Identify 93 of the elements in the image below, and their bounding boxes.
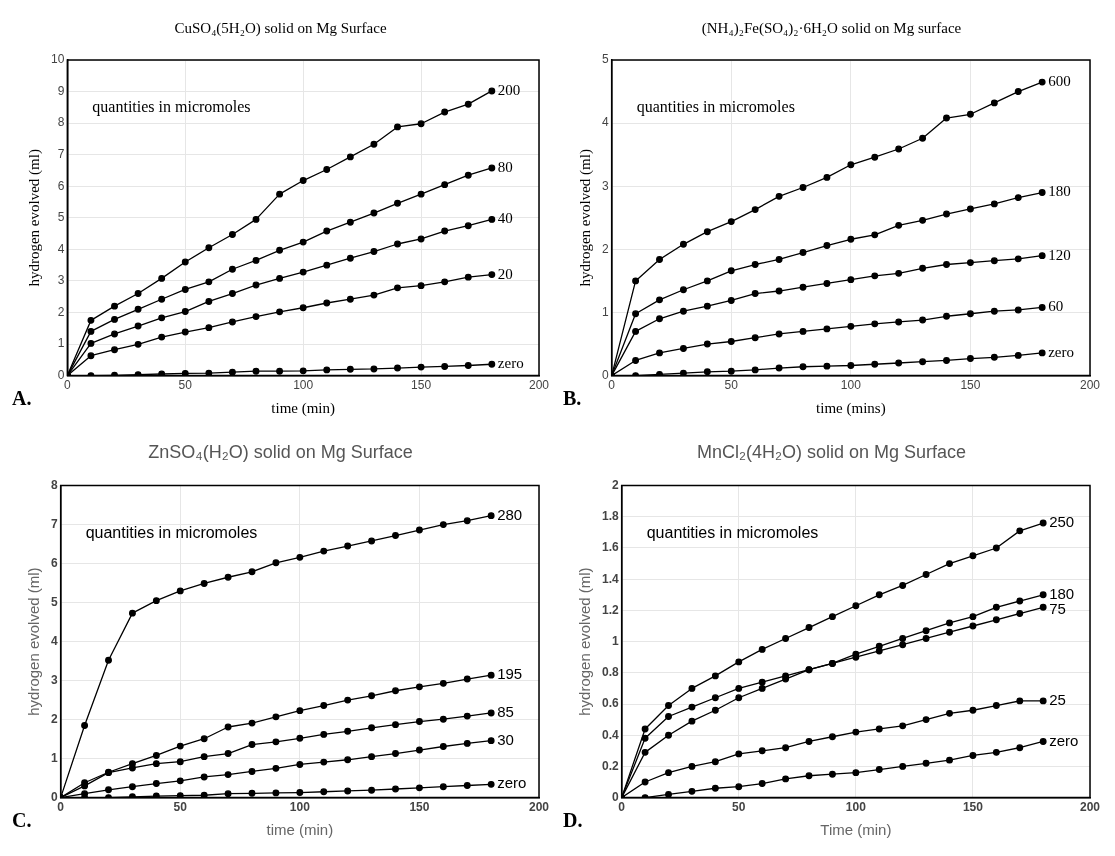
y-tick-label: 1.2 (601, 602, 619, 617)
x-tick-label: 200 (1079, 800, 1101, 815)
annotation: quantities in micromoles (85, 524, 258, 542)
y-tick-label: 5 (601, 52, 609, 67)
series-label: 120 (1048, 246, 1071, 263)
annotation: quantities in micromoles (92, 98, 251, 117)
text: B. (563, 386, 582, 409)
y-tick-label: 0 (611, 789, 619, 804)
y-tick-label: 6 (57, 178, 65, 193)
y-axis-title: hydrogen evolved (ml) (25, 149, 43, 287)
series-label: 280 (497, 505, 523, 523)
y-tick-label: 2 (601, 241, 609, 256)
chart-title: MnCl₂(4H₂O) solid on Mg Surface (696, 441, 967, 462)
y-tick-label: 4 (57, 241, 65, 256)
y-tick-label: 0 (50, 789, 58, 804)
chart-title: CuSO₄(5H₂O) solid on Mg Surface (174, 19, 387, 37)
y-tick-label: 1.6 (601, 540, 619, 555)
y-tick-label: 2 (50, 711, 58, 726)
x-tick-label: 100 (845, 800, 867, 815)
x-tick-label: 100 (293, 378, 314, 393)
series-label: 250 (1049, 513, 1075, 531)
x-tick-label: 150 (962, 800, 984, 815)
y-tick-label: 3 (50, 672, 58, 687)
series-label: zero (1048, 343, 1074, 360)
y-tick-label: 8 (50, 477, 58, 492)
chart-title: (NH₄)₂Fe(SO₄)₂·6H₂O solid on Mg surface (701, 19, 962, 37)
x-axis-title: time (mins) (816, 399, 886, 417)
series-label: 195 (497, 665, 523, 683)
y-axis-title: hydrogen evolved (ml) (25, 567, 43, 716)
series-label: 25 (1049, 691, 1066, 709)
series-label: zero (497, 355, 524, 372)
y-tick-label: 3 (57, 273, 65, 288)
y-tick-label: 2 (611, 477, 619, 492)
y-tick-label: 8 (57, 115, 65, 130)
x-tick-label: 50 (178, 378, 193, 393)
series-label: 200 (497, 81, 521, 98)
x-axis-title: time (min) (266, 821, 334, 839)
series-label: zero (1049, 731, 1079, 749)
chart-title: ZnSO₄(H₂O) solid on Mg Surface (148, 441, 413, 462)
series-label: 20 (497, 265, 513, 282)
x-tick-label: 150 (409, 800, 430, 815)
y-tick-label: 2 (57, 304, 65, 319)
annotation: quantities in micromoles (646, 524, 819, 542)
x-tick-label: 200 (528, 800, 550, 815)
y-tick-label: 1.4 (601, 571, 619, 586)
series-label: 30 (497, 730, 514, 748)
x-tick-label: 50 (732, 800, 746, 815)
y-tick-label: 0.8 (601, 665, 619, 680)
y-tick-label: 1 (57, 336, 65, 351)
series-label: 75 (1049, 599, 1066, 617)
x-tick-label: 100 (840, 378, 862, 393)
x-tick-label: 200 (528, 378, 550, 393)
x-tick-label: 100 (289, 800, 311, 815)
y-tick-label: 0 (57, 367, 65, 382)
y-tick-label: 0.2 (601, 758, 619, 773)
series-label: 80 (497, 158, 513, 175)
text: A. (12, 386, 32, 409)
y-tick-label: 4 (601, 115, 609, 130)
text: C. (12, 808, 32, 831)
y-tick-label: 4 (50, 633, 58, 648)
y-tick-label: 1.8 (601, 509, 619, 524)
y-tick-label: 0.4 (601, 727, 619, 742)
y-tick-label: 9 (57, 83, 65, 98)
y-tick-label: 0 (601, 367, 609, 382)
y-tick-label: 6 (50, 555, 58, 570)
x-tick-label: 50 (724, 378, 739, 393)
y-axis-title: hydrogen evolved (ml) (576, 149, 594, 287)
y-tick-label: 5 (50, 594, 58, 609)
series-label: 40 (497, 210, 513, 227)
x-tick-label: 200 (1079, 378, 1101, 393)
y-tick-label: 10 (50, 52, 65, 67)
series-label: 600 (1048, 73, 1071, 90)
x-axis-title: Time (min) (820, 821, 892, 839)
series-label: 180 (1048, 183, 1071, 200)
y-tick-label: 1 (50, 750, 58, 765)
text: D. (563, 808, 583, 831)
y-tick-label: 3 (601, 178, 609, 193)
series-label: 85 (497, 703, 514, 721)
annotation: quantities in micromoles (636, 98, 795, 117)
x-tick-label: 150 (411, 378, 432, 393)
y-tick-label: 1 (611, 633, 619, 648)
y-tick-label: 1 (601, 304, 609, 319)
x-tick-label: 150 (960, 378, 981, 393)
y-tick-label: 0.6 (601, 696, 619, 711)
x-tick-label: 50 (173, 800, 188, 815)
y-tick-label: 7 (57, 146, 65, 161)
series-label: 60 (1048, 298, 1064, 315)
x-axis-title: time (min) (271, 399, 336, 417)
y-tick-label: 7 (50, 516, 58, 531)
y-tick-label: 5 (57, 210, 65, 225)
y-axis-title: hydrogen evolved (ml) (576, 567, 594, 716)
series-label: zero (497, 774, 527, 792)
series-label: 180 (1049, 584, 1075, 602)
